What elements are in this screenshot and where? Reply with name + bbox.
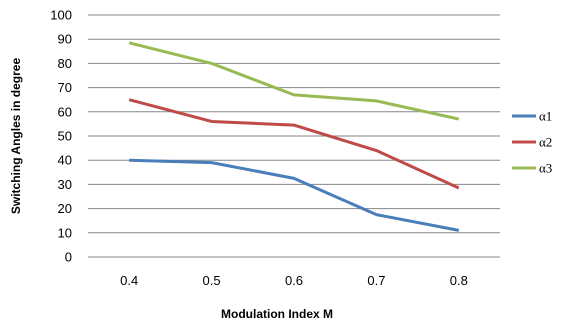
y-tick-label: 10 (58, 225, 72, 240)
series-line-2 (128, 98, 460, 190)
y-tick-label: 50 (58, 129, 72, 144)
y-tick-label: 70 (58, 80, 72, 95)
y-tick-label: 60 (58, 104, 72, 119)
y-tick-labels: 0 10 20 30 40 50 60 70 80 90 100 (50, 8, 72, 265)
gridlines (88, 14, 500, 258)
x-tick-label: 0.5 (203, 273, 221, 288)
y-tick-label: 0 (65, 250, 72, 265)
series-line-1 (129, 158, 460, 232)
x-tick-label: 0.8 (450, 273, 468, 288)
y-tick-label: 40 (58, 153, 72, 168)
x-tick-label: 0.6 (285, 273, 303, 288)
legend: α1 α2 α3 (512, 109, 552, 176)
legend-label: α1 (539, 109, 552, 124)
x-tick-labels: 0.4 0.5 0.6 0.7 0.8 (120, 273, 468, 288)
legend-label: α3 (539, 161, 552, 176)
series-lines (128, 41, 460, 232)
legend-label: α2 (539, 135, 552, 150)
y-axis-title: Switching Angles in degree (9, 58, 23, 215)
series-line-3 (128, 41, 460, 121)
y-tick-label: 90 (58, 32, 72, 47)
x-tick-label: 0.4 (120, 273, 138, 288)
y-tick-label: 30 (58, 177, 72, 192)
y-tick-label: 100 (50, 8, 72, 23)
x-tick-label: 0.7 (367, 273, 385, 288)
y-tick-label: 80 (58, 56, 72, 71)
x-axis-title: Modulation Index M (221, 307, 333, 321)
y-tick-label: 20 (58, 201, 72, 216)
